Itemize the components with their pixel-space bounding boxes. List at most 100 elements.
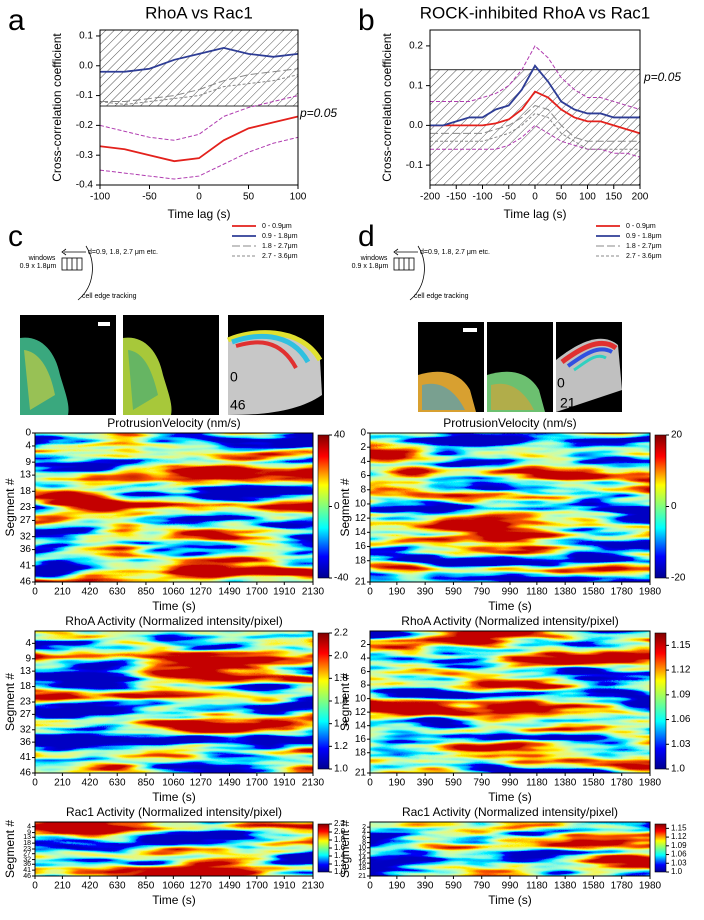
colorbar-tick-label: -20 bbox=[671, 573, 686, 584]
heatmap-title: RhoA Activity (Normalized intensity/pixe… bbox=[65, 614, 282, 628]
colorbar-tick-label: 1.6 bbox=[334, 696, 348, 707]
colorbar-tick-label: 2.2 bbox=[334, 628, 348, 639]
colorbar-tick-label: 1.0 bbox=[671, 764, 685, 775]
series-line bbox=[430, 90, 641, 135]
y-axis-label: Segment # bbox=[3, 820, 17, 878]
y-tick-label: 46 bbox=[20, 768, 32, 779]
y-tick-label: 16 bbox=[358, 860, 366, 867]
annotation: p=0.05 bbox=[299, 106, 337, 120]
heatmap-image bbox=[370, 433, 650, 582]
legend-label: 2.7 - 3.6μm bbox=[626, 253, 662, 260]
colorbar-tick-label: 1.09 bbox=[671, 689, 691, 700]
x-tick-label: 1780 bbox=[611, 587, 634, 598]
y-tick-label: 8 bbox=[362, 839, 366, 846]
x-tick-label: 1910 bbox=[273, 587, 296, 598]
x-axis-label: Time (s) bbox=[152, 790, 196, 804]
x-tick-label: 420 bbox=[81, 881, 98, 892]
y-tick-label: 2 bbox=[362, 824, 366, 831]
x-tick-label: 1700 bbox=[246, 587, 269, 598]
x-tick-label: 590 bbox=[445, 587, 462, 598]
x-tick-label: 990 bbox=[502, 778, 519, 789]
x-axis-label: Time lag (s) bbox=[168, 207, 231, 221]
y-tick-label: 13 bbox=[23, 834, 31, 841]
micrograph-label: 0 bbox=[230, 369, 238, 385]
x-tick-label: 50 bbox=[243, 192, 255, 203]
y-tick-label: 46 bbox=[23, 873, 31, 880]
colorbar-tick-label: 1.4 bbox=[334, 851, 346, 860]
panel-label: c bbox=[8, 220, 23, 253]
x-tick-label: 990 bbox=[502, 881, 519, 892]
x-tick-label: 0 bbox=[32, 587, 38, 598]
x-tick-label: 1780 bbox=[611, 778, 634, 789]
y-tick-label: 16 bbox=[355, 734, 367, 745]
x-tick-label: 1490 bbox=[218, 881, 241, 892]
y-tick-label: 13 bbox=[20, 470, 32, 481]
colorbar-tick-label: 1.2 bbox=[334, 741, 348, 752]
y-tick-label: 21 bbox=[355, 768, 367, 779]
plot-frame bbox=[429, 29, 641, 186]
x-tick-label: 390 bbox=[417, 881, 434, 892]
y-tick-label: 4 bbox=[362, 829, 366, 836]
series-line bbox=[99, 115, 299, 163]
x-tick-label: 1490 bbox=[218, 778, 241, 789]
y-tick-label: 9 bbox=[25, 653, 31, 664]
x-tick-label: 1780 bbox=[611, 881, 634, 892]
heatmap-image bbox=[35, 822, 313, 876]
chart-title: RhoA vs Rac1 bbox=[145, 3, 253, 22]
ci-line bbox=[430, 124, 641, 158]
ci-line bbox=[430, 45, 641, 110]
x-tick-label: 1380 bbox=[554, 587, 577, 598]
panel-label: b bbox=[358, 4, 375, 37]
colorbar-tick-label: 1.12 bbox=[671, 832, 687, 841]
edge-diagram bbox=[61, 245, 93, 301]
colorbar-tick-label: 1.2 bbox=[334, 859, 346, 868]
colorbar-tick-label: 2.2 bbox=[334, 819, 346, 828]
colorbar-tick-label: 20 bbox=[671, 430, 683, 441]
y-tick-label: 27 bbox=[20, 709, 32, 720]
x-tick-label: 0 bbox=[367, 881, 373, 892]
x-tick-label: 210 bbox=[54, 587, 71, 598]
x-tick-label: 0 bbox=[32, 881, 38, 892]
x-tick-label: 420 bbox=[81, 587, 98, 598]
x-tick-label: 2130 bbox=[302, 881, 325, 892]
x-axis-label: Time (s) bbox=[488, 790, 532, 804]
y-tick-label: 10 bbox=[358, 845, 366, 852]
legend-label: 2.7 - 3.6μm bbox=[262, 253, 298, 260]
y-tick-label: 18 bbox=[20, 681, 32, 692]
y-axis-label: Segment # bbox=[3, 478, 17, 536]
series-line bbox=[100, 46, 299, 73]
x-tick-label: 390 bbox=[417, 587, 434, 598]
x-tick-label: 1180 bbox=[526, 881, 548, 892]
x-tick-label: 1060 bbox=[162, 881, 185, 892]
x-tick-label: 190 bbox=[389, 881, 406, 892]
y-tick-label: -0.3 bbox=[76, 150, 94, 161]
y-tick-label: 13 bbox=[20, 666, 32, 677]
x-tick-label: 1380 bbox=[554, 881, 577, 892]
x-tick-label: 590 bbox=[445, 881, 462, 892]
y-tick-label: 8 bbox=[360, 484, 366, 495]
y-tick-label: 6 bbox=[360, 470, 366, 481]
x-tick-label: 630 bbox=[109, 881, 126, 892]
y-axis-label: Segment # bbox=[338, 478, 352, 536]
x-tick-label: 1270 bbox=[190, 778, 213, 789]
y-tick-label: 9 bbox=[27, 829, 31, 836]
x-tick-label: 1380 bbox=[554, 778, 577, 789]
x-tick-label: 1910 bbox=[273, 881, 296, 892]
diagram-label: 0.9 x 1.8μm bbox=[352, 263, 389, 270]
y-tick-label: 12 bbox=[355, 707, 367, 718]
diagram-label: 0.9 x 1.8μm bbox=[20, 263, 57, 270]
heatmap-title: Rac1 Activity (Normalized intensity/pixe… bbox=[66, 805, 282, 819]
y-tick-label: 0 bbox=[25, 428, 31, 439]
micrograph-label: 46 bbox=[230, 397, 246, 413]
micrograph-label: 21 bbox=[560, 395, 576, 411]
diagram-label: windows bbox=[360, 255, 388, 262]
panel-label: d bbox=[358, 220, 375, 253]
y-tick-label: 14 bbox=[358, 855, 366, 862]
colorbar-tick-label: 0 bbox=[671, 501, 677, 512]
x-axis-label: Time (s) bbox=[488, 893, 532, 907]
y-tick-label: 23 bbox=[20, 502, 32, 513]
micrograph bbox=[418, 322, 622, 412]
colorbar bbox=[654, 823, 667, 873]
x-tick-label: 190 bbox=[389, 778, 406, 789]
x-tick-label: 0 bbox=[367, 587, 373, 598]
